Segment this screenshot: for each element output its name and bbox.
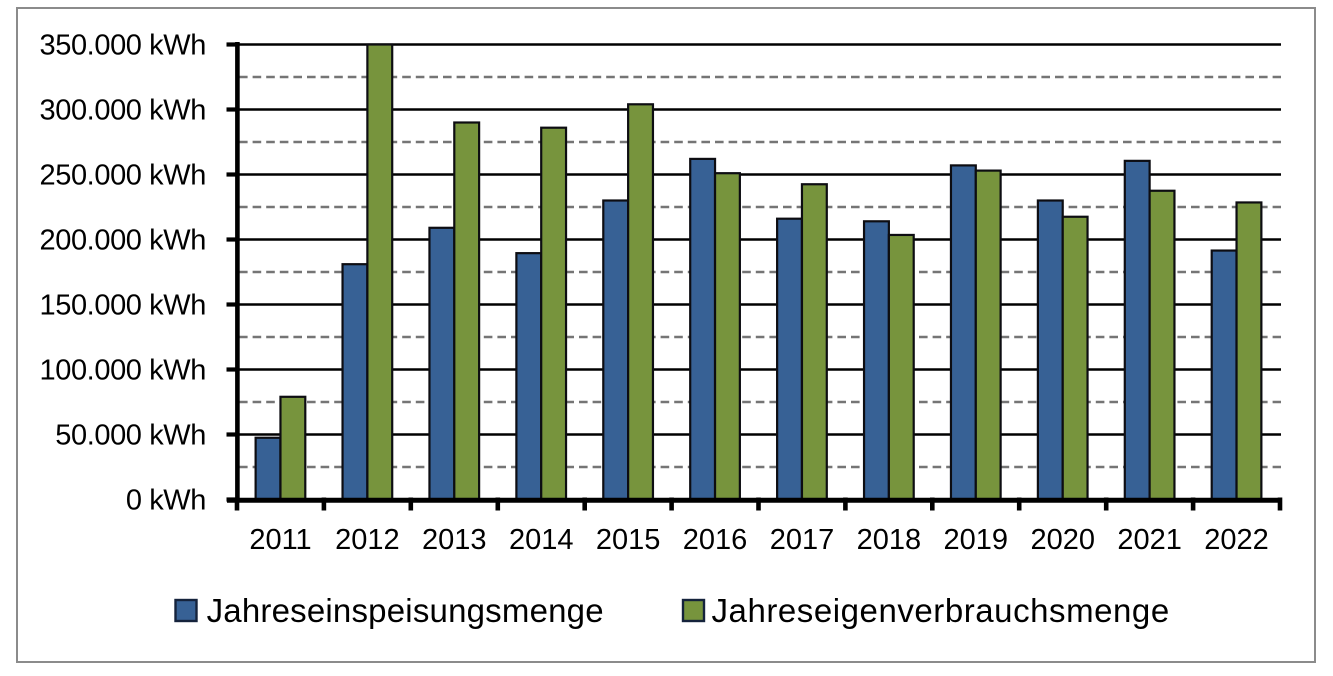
svg-text:50.000 kWh: 50.000 kWh: [55, 420, 206, 452]
svg-text:2019: 2019: [944, 524, 1009, 556]
svg-text:0 kWh: 0 kWh: [126, 485, 206, 517]
svg-text:300.000 kWh: 300.000 kWh: [40, 95, 207, 127]
svg-text:2014: 2014: [509, 524, 574, 556]
svg-text:2012: 2012: [335, 524, 400, 556]
svg-text:2013: 2013: [422, 524, 487, 556]
svg-text:Jahreseigenverbrauchsmenge: Jahreseigenverbrauchsmenge: [712, 592, 1170, 629]
svg-text:150.000 kWh: 150.000 kWh: [40, 290, 207, 322]
svg-text:2018: 2018: [857, 524, 922, 556]
svg-text:250.000 kWh: 250.000 kWh: [40, 160, 207, 192]
svg-text:100.000 kWh: 100.000 kWh: [40, 355, 207, 387]
svg-text:2021: 2021: [1117, 524, 1182, 556]
svg-text:200.000 kWh: 200.000 kWh: [40, 225, 207, 257]
svg-text:Jahreseinspeisungsmenge: Jahreseinspeisungsmenge: [207, 592, 604, 629]
svg-text:2016: 2016: [683, 524, 748, 556]
svg-text:350.000 kWh: 350.000 kWh: [40, 30, 207, 62]
svg-text:2015: 2015: [596, 524, 661, 556]
svg-text:2020: 2020: [1030, 524, 1095, 556]
svg-text:2022: 2022: [1204, 524, 1269, 556]
svg-text:2011: 2011: [249, 524, 311, 556]
svg-text:2017: 2017: [770, 524, 835, 556]
